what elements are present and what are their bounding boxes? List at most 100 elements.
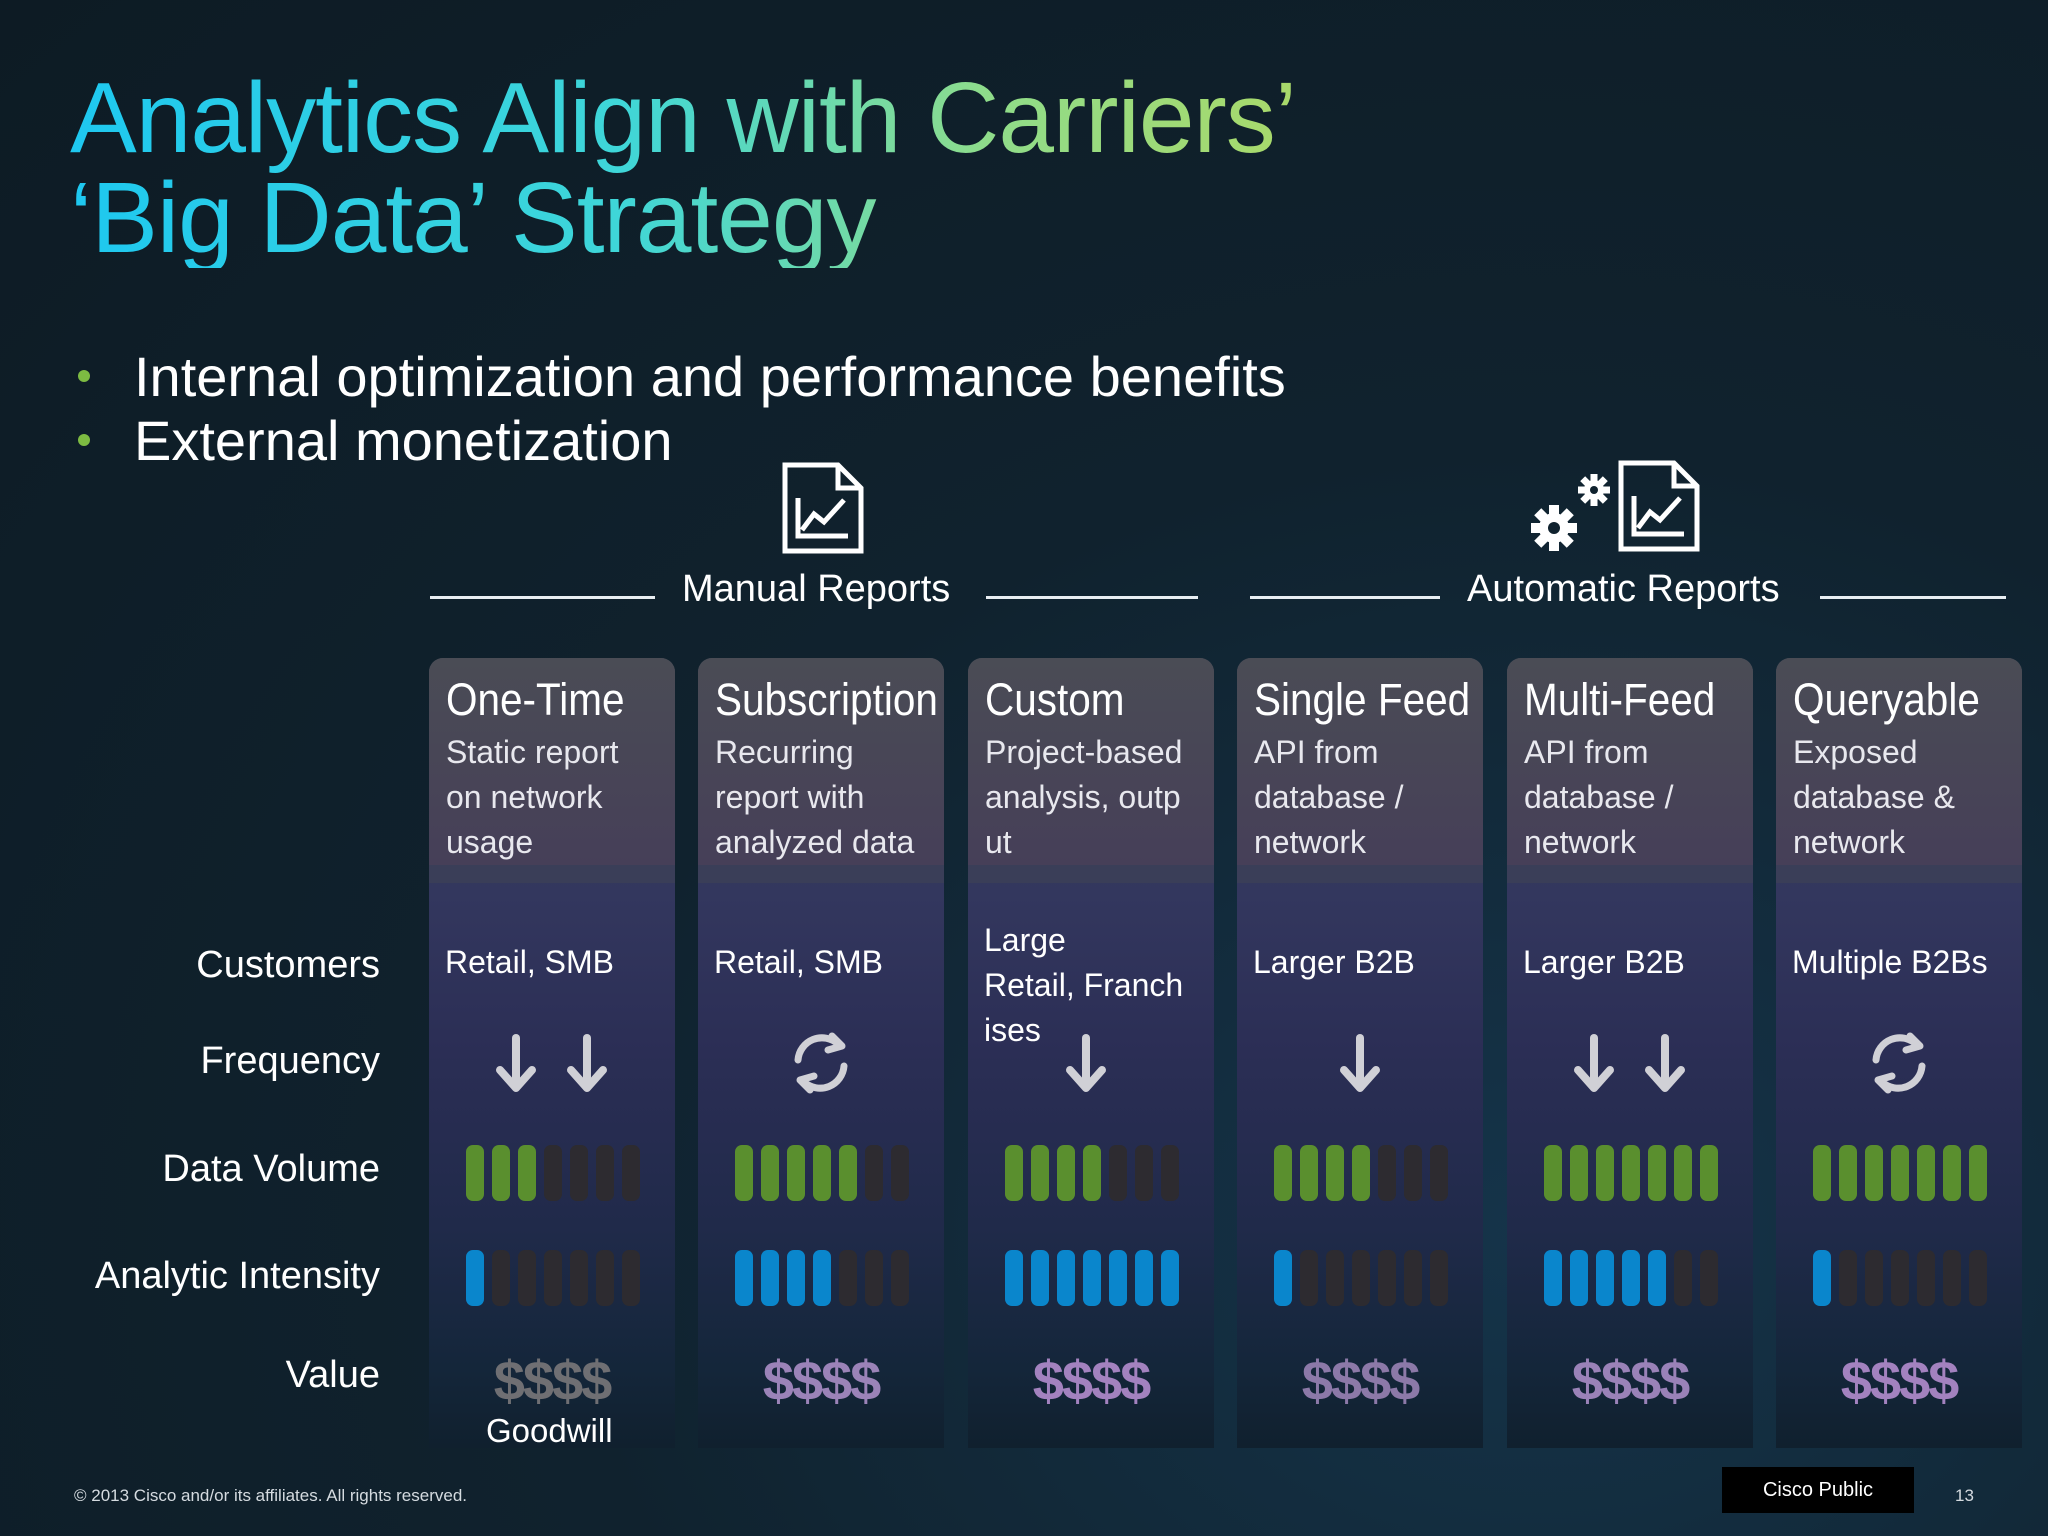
data-volume-bar-segment (865, 1145, 883, 1201)
description-line: Recurring (715, 734, 854, 770)
description-line: Project-based (985, 734, 1183, 770)
double-down-arrow-icon (496, 1034, 607, 1092)
analytic-intensity-bar-segment (1700, 1250, 1718, 1306)
data-volume-bar-segment (466, 1145, 484, 1201)
description-line: network (1793, 824, 1906, 860)
double-down-arrow-icon (1574, 1034, 1685, 1092)
column-description: Recurring report with analyzed data (715, 730, 944, 865)
analytic-intensity-bar-segment (1891, 1250, 1909, 1306)
data-volume-bar-segment (1570, 1145, 1588, 1201)
column-header: Multi-Feed API from database / network (1507, 658, 1753, 883)
analytic-intensity-bar-segment (1031, 1250, 1049, 1306)
analytic-intensity-bar-segment (570, 1250, 588, 1306)
data-volume-bar-segment (839, 1145, 857, 1201)
analytic-intensity-bar-segment (1969, 1250, 1987, 1306)
description-line: API from (1524, 734, 1649, 770)
analytic-intensity-bar-segment (1404, 1250, 1422, 1306)
analytic-intensity-bar-segment (544, 1250, 562, 1306)
gears-icon (1531, 474, 1610, 551)
column-description: API from database / network (1524, 730, 1753, 865)
bullet-text: Internal optimization and performance be… (134, 344, 1286, 408)
data-volume-bar (735, 1145, 909, 1201)
data-volume-bar-segment (544, 1145, 562, 1201)
manual-rule-right (986, 596, 1198, 599)
analytic-intensity-bar (1544, 1250, 1718, 1306)
description-line: network (1254, 824, 1367, 860)
bullet-item: External monetization (70, 408, 1286, 472)
customers-line: Large (984, 922, 1066, 958)
analytic-intensity-bar (1274, 1250, 1448, 1306)
data-volume-bar-segment (518, 1145, 536, 1201)
data-volume-bar-segment (1969, 1145, 1987, 1201)
analytic-intensity-bar-segment (1083, 1250, 1101, 1306)
analytic-intensity-bar-segment (518, 1250, 536, 1306)
column-one-time: One-Time Static report on network usage Reta… (429, 658, 675, 1448)
column-header: Subscription Recurring report with analyzed… (698, 658, 944, 883)
data-volume-bar-segment (1917, 1145, 1935, 1201)
analytic-intensity-bar-segment (1378, 1250, 1396, 1306)
row-label-frequency: Frequency (200, 1040, 380, 1082)
customers-value: Large Retail, Franch ises (984, 918, 1183, 1053)
value-dollars: $$$$ (1032, 1349, 1152, 1412)
value-dollars: $$$$ (1840, 1349, 1960, 1412)
customers-line: Retail, SMB (445, 944, 614, 980)
analytic-intensity-bar-segment (1274, 1250, 1292, 1306)
analytic-intensity-bar-segment (1648, 1250, 1666, 1306)
data-volume-bar-segment (1839, 1145, 1857, 1201)
analytic-intensity-bar-segment (1005, 1250, 1023, 1306)
analytic-intensity-bar-segment (865, 1250, 883, 1306)
description-line: database & (1793, 779, 1955, 815)
column-title: Multi-Feed (1524, 674, 1716, 725)
description-line: Exposed (1793, 734, 1918, 770)
data-volume-bar-segment (596, 1145, 614, 1201)
goodwill-note: Goodwill (486, 1412, 613, 1449)
description-line: Static report (446, 734, 619, 770)
data-volume-bar-segment (813, 1145, 831, 1201)
analytic-intensity-bar (1005, 1250, 1179, 1306)
manual-reports-label: Manual Reports (682, 568, 951, 610)
bullet-dot-icon (78, 370, 90, 382)
customers-value: Retail, SMB (714, 940, 883, 985)
data-volume-bar-segment (1135, 1145, 1153, 1201)
row-label-analytic-intensity: Analytic Intensity (94, 1255, 380, 1297)
analytic-intensity-bar-segment (1813, 1250, 1831, 1306)
analytic-intensity-bar-segment (1839, 1250, 1857, 1306)
description-line: database / (1524, 779, 1674, 815)
copyright: © 2013 Cisco and/or its affiliates. All … (74, 1486, 468, 1505)
analytic-intensity-bar (735, 1250, 909, 1306)
column-custom: Custom Project-based analysis, outp ut Large… (968, 658, 1214, 1448)
analytic-intensity-bar-segment (1135, 1250, 1153, 1306)
row-label-value: Value (285, 1354, 380, 1396)
data-volume-bar-segment (622, 1145, 640, 1201)
value-dollars: $$$$ (762, 1349, 882, 1412)
analytic-intensity-bar-segment (1622, 1250, 1640, 1306)
page-number: 13 (1955, 1486, 1974, 1505)
analytic-intensity-bar-segment (735, 1250, 753, 1306)
analytic-intensity-bar-segment (1161, 1250, 1179, 1306)
column-title: Single Feed (1254, 674, 1471, 725)
refresh-icon (1872, 1032, 1926, 1094)
column-queryable: Queryable Exposed database & network Multipl… (1776, 658, 2022, 1448)
data-volume-bar-segment (1083, 1145, 1101, 1201)
analytic-intensity-bar-segment (1300, 1250, 1318, 1306)
column-description: API from database / network (1254, 730, 1483, 865)
value-dollars: $$$$ (1301, 1349, 1421, 1412)
analytic-intensity-bar-segment (622, 1250, 640, 1306)
customers-line: Larger B2B (1523, 944, 1685, 980)
single-down-arrow-icon (1340, 1034, 1380, 1092)
description-line: API from (1254, 734, 1379, 770)
data-volume-bar-segment (891, 1145, 909, 1201)
data-volume-bar-segment (1031, 1145, 1049, 1201)
data-volume-bar-segment (735, 1145, 753, 1201)
column-header: Queryable Exposed database & network (1776, 658, 2022, 883)
analytic-intensity-bar-segment (1596, 1250, 1614, 1306)
description-line: on network (446, 779, 603, 815)
data-volume-bar-segment (1430, 1145, 1448, 1201)
analytic-intensity-bar-segment (1674, 1250, 1692, 1306)
data-volume-bar-segment (1161, 1145, 1179, 1201)
customers-line: Multiple B2Bs (1792, 944, 1988, 980)
description-line: ut (985, 824, 1012, 860)
title-line-1: Analytics Align with Carriers’ (70, 62, 1296, 174)
column-title: Subscription (715, 674, 938, 725)
